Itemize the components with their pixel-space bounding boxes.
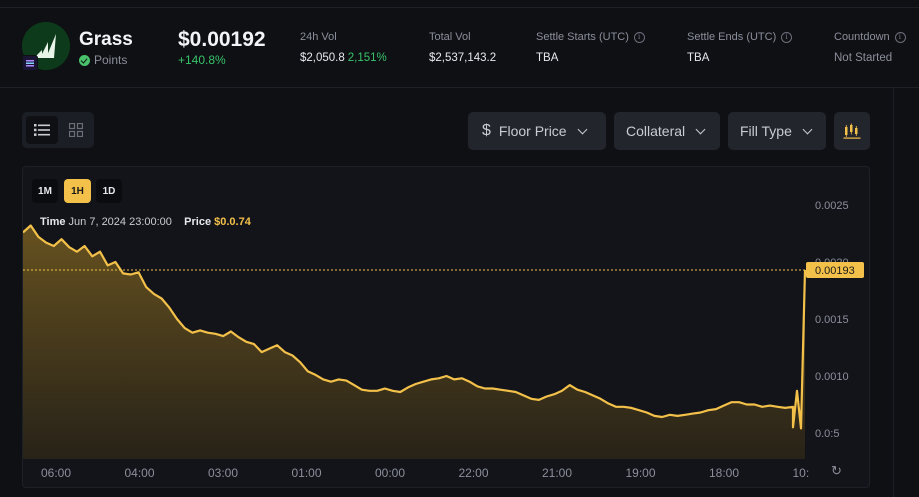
tooltip-time-value: Jun 7, 2024 23:00:00 <box>68 216 172 228</box>
stat-label: Settle Ends (UTC) <box>687 31 777 43</box>
panel-divider <box>893 88 894 497</box>
candlestick-chart-icon <box>843 123 861 139</box>
chain-badge-icon <box>22 55 38 71</box>
timeframe-1m-button[interactable]: 1M <box>32 179 58 203</box>
list-view-icon <box>34 124 50 136</box>
timeframe-1h-button[interactable]: 1H <box>64 179 91 203</box>
stat-total-vol: Total Vol $2,537,143.2 <box>429 31 496 64</box>
token-header: Grass Points $0.00192 +140.8% 24h Vol $2… <box>0 0 919 88</box>
current-price-label: 0.00193 <box>815 265 855 277</box>
x-tick-label: 01:00 <box>292 466 322 480</box>
chevron-down-icon <box>802 124 813 134</box>
y-tick-label: 0.0025 <box>815 200 849 212</box>
x-tick-label: 18:00 <box>709 466 739 480</box>
floor-price-label: Floor Price <box>498 123 567 139</box>
info-icon[interactable] <box>781 31 793 43</box>
x-tick-label: 19:00 <box>626 466 656 480</box>
y-tick-label: 0.0010 <box>815 371 849 383</box>
check-circle-icon <box>79 54 90 66</box>
price-line <box>23 224 807 430</box>
stat-value: $2,537,143.2 <box>429 52 497 64</box>
chevron-down-icon <box>577 124 588 134</box>
timeframe-1d-button[interactable]: 1D <box>96 179 122 203</box>
x-tick-label: 03:00 <box>208 466 238 480</box>
view-toggle <box>22 112 94 148</box>
chart-type-button[interactable] <box>834 112 870 150</box>
dollar-icon: $ <box>482 122 491 139</box>
y-tick-label: 0.0015 <box>815 314 849 326</box>
floor-price-dropdown[interactable]: $ Floor Price <box>468 112 606 150</box>
price-area <box>23 225 805 459</box>
x-tick-label: 22:00 <box>459 466 489 480</box>
token-type-label: Points <box>94 53 128 67</box>
token-name: Grass <box>79 29 133 50</box>
top-border <box>0 7 919 8</box>
chart-tooltip: Time Jun 7, 2024 23:00:00 Price $0.0.74 <box>40 216 251 228</box>
token-type: Points <box>79 53 127 67</box>
y-tick-label: 0.0:5 <box>815 428 839 440</box>
stat-change: 2,151% <box>347 52 387 64</box>
info-icon[interactable] <box>633 31 645 43</box>
tooltip-time-label: Time <box>40 216 66 228</box>
stat-label: Total Vol <box>429 31 471 43</box>
stat-24h-vol: 24h Vol $2,050.8 2,151% <box>300 31 387 64</box>
refresh-icon[interactable]: ↻ <box>831 463 842 478</box>
stat-countdown: Countdown Not Started <box>834 31 906 64</box>
x-tick-label: 06:00 <box>41 466 71 480</box>
tooltip-price-value: $0.0.74 <box>214 216 251 228</box>
tooltip-price-label: Price <box>184 216 212 228</box>
stat-settle-ends: Settle Ends (UTC) TBA <box>687 31 793 64</box>
fill-type-label: Fill Type <box>740 123 792 139</box>
collateral-label: Collateral <box>626 123 686 139</box>
stat-value: $2,050.8 <box>300 52 345 64</box>
token-price: $0.00192 <box>178 28 266 51</box>
stat-settle-starts: Settle Starts (UTC) TBA <box>536 31 645 64</box>
x-tick-label: 10: <box>793 466 810 480</box>
x-tick-label: 21:00 <box>542 466 572 480</box>
list-view-button[interactable] <box>26 116 58 144</box>
x-tick-label: 04:00 <box>125 466 155 480</box>
stat-value: TBA <box>687 52 710 64</box>
stat-label: Settle Starts (UTC) <box>536 31 629 43</box>
chevron-down-icon <box>695 124 706 134</box>
collateral-dropdown[interactable]: Collateral <box>614 112 720 150</box>
stat-value: TBA <box>536 52 559 64</box>
stat-label: 24h Vol <box>300 31 337 43</box>
stat-value: Not Started <box>834 52 893 64</box>
fill-type-dropdown[interactable]: Fill Type <box>728 112 826 150</box>
stat-label: Countdown <box>834 31 890 43</box>
current-price-tag <box>806 261 864 278</box>
price-change: +140.8% <box>178 53 226 67</box>
grid-view-icon <box>69 123 83 137</box>
info-icon[interactable] <box>894 31 906 43</box>
x-tick-label: 00:00 <box>375 466 405 480</box>
grid-view-button[interactable] <box>62 116 90 144</box>
